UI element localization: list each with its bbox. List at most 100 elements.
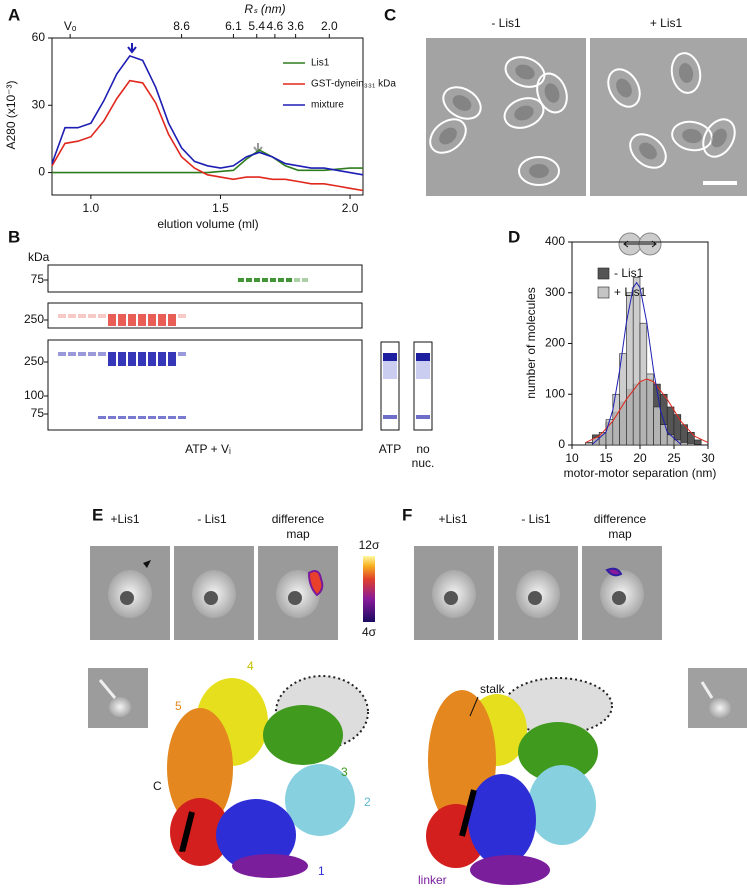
bar (680, 442, 688, 446)
band (278, 278, 284, 282)
bar (639, 322, 648, 446)
bar (666, 434, 675, 446)
image-title: difference (272, 512, 325, 526)
band (148, 352, 156, 366)
band (262, 278, 268, 282)
legend-swatch (597, 267, 610, 280)
panel-label: E (92, 505, 103, 524)
particle (678, 63, 694, 83)
class-average-hole (288, 591, 302, 605)
domain (518, 722, 598, 782)
plot-frame (51, 37, 364, 196)
band (118, 352, 126, 366)
scale-bar (703, 181, 737, 185)
band (138, 352, 146, 366)
y-tick-label: 30 (32, 97, 46, 111)
band (383, 353, 397, 361)
x-tick-label: 20 (633, 451, 647, 465)
band (128, 416, 136, 419)
bar (653, 406, 661, 446)
image-title: map (286, 527, 310, 541)
particle-ring (536, 72, 568, 114)
arrowhead (143, 560, 151, 568)
domain-label: 6 (180, 849, 187, 863)
particle (529, 164, 549, 178)
particle-rings (429, 52, 736, 186)
band (254, 278, 260, 282)
top-tick-label: 8.6 (173, 19, 190, 33)
legend-swatch (597, 286, 610, 299)
x-tick-label: 25 (667, 451, 681, 465)
particle-ring (442, 86, 482, 120)
colorbar (363, 556, 375, 622)
annotation: stalk (480, 682, 506, 696)
band (88, 314, 96, 318)
panel-label: B (8, 227, 20, 246)
y-tick-label: 100 (545, 386, 565, 400)
bar (694, 444, 702, 446)
bar (585, 442, 593, 446)
band (270, 278, 276, 282)
band (302, 278, 308, 282)
band (148, 314, 156, 326)
peak-arrow (127, 43, 137, 54)
band (128, 314, 136, 326)
domain (216, 799, 296, 871)
x-tick-label: 2.0 (342, 201, 359, 215)
band (108, 352, 116, 366)
domain-label: 3 (341, 765, 348, 779)
band (118, 314, 126, 326)
band (98, 416, 106, 419)
image-title: +Lis1 (110, 512, 139, 526)
top-tick-label: 4.6 (267, 19, 284, 33)
particle-ring (702, 118, 736, 158)
unit-label: kDa (28, 250, 50, 264)
band (168, 416, 176, 419)
particle-ring (607, 68, 641, 108)
band (416, 361, 430, 379)
class-average-density (109, 697, 131, 717)
lane-strip (380, 341, 400, 431)
band (118, 416, 126, 419)
y-tick-label: 0 (38, 165, 45, 179)
line (52, 149, 363, 174)
band (98, 314, 106, 318)
particle (452, 95, 472, 111)
band (294, 278, 300, 282)
x-axis-title: elution volume (ml) (157, 217, 258, 231)
band (78, 314, 86, 318)
band (138, 416, 146, 419)
top-tick-label: 6.1 (225, 19, 242, 33)
annotation-line (469, 696, 479, 717)
band (238, 278, 244, 282)
band (138, 314, 146, 326)
class-average-hole (204, 591, 218, 605)
band (78, 352, 86, 356)
bar (687, 443, 695, 446)
particle (439, 127, 457, 145)
particle (515, 64, 535, 80)
band (246, 278, 252, 282)
y-tick-label: 200 (545, 336, 565, 350)
legend-label: Lis1 (311, 58, 330, 69)
class-average-hole (528, 591, 542, 605)
class-average-density (709, 698, 731, 718)
bar (687, 432, 695, 446)
particle (711, 128, 727, 148)
domain-label: C (153, 779, 162, 793)
difference-density (605, 567, 623, 577)
domain (167, 708, 233, 828)
band (178, 416, 186, 419)
difference-density (307, 570, 324, 597)
chart-a: Rₛ (nm) elution volume (ml) A280 (x10⁻³)… (4, 2, 396, 231)
blot (47, 302, 363, 329)
bar (598, 432, 607, 446)
bar (619, 353, 627, 446)
domain (232, 854, 308, 878)
band (158, 416, 166, 419)
domain (528, 765, 596, 845)
panel-f: +Lis1 - Lis1 difference map stalk linker (414, 512, 747, 887)
band (383, 361, 397, 379)
panel-label: C (384, 5, 396, 24)
micrographs: - Lis1 + Lis1 (426, 16, 747, 196)
